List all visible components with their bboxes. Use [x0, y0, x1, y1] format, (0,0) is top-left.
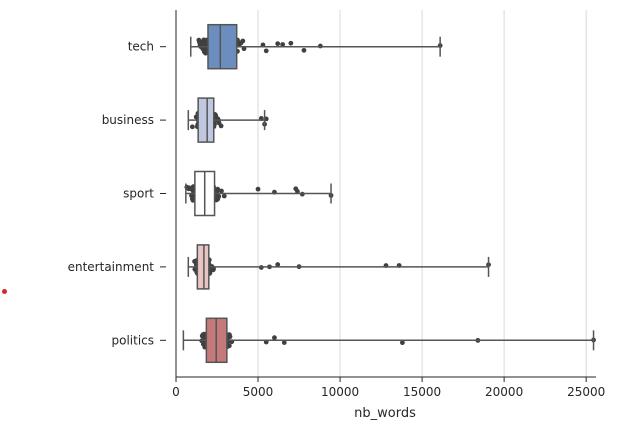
strip-point-sport — [219, 188, 224, 194]
strip-point-sport — [221, 193, 227, 199]
outlier-point-tech — [280, 42, 286, 47]
y-tick-label-business: business — [102, 113, 154, 127]
strip-point-politics — [201, 331, 207, 337]
x-axis-ticks: 0 5000 10000 15000 20000 25000 — [172, 377, 605, 399]
strip-point-business — [189, 124, 195, 130]
outlier-point-politics — [272, 335, 277, 341]
outlier-point-tech — [301, 47, 307, 53]
outlier-point-tech — [263, 48, 269, 54]
strip-point-tech — [197, 39, 202, 45]
x-tick-label-15000: 15000 — [403, 385, 441, 399]
y-tick-label-entertainment: entertainment — [68, 260, 155, 274]
y-tick-label-sport: sport — [123, 187, 154, 201]
strip-point-entertainment — [210, 267, 216, 273]
x-tick-label-20000: 20000 — [485, 385, 523, 399]
outlier-point-tech — [275, 41, 281, 47]
x-tick-label-0: 0 — [172, 385, 180, 399]
box-tech — [207, 23, 238, 70]
outlier-point-tech — [288, 40, 294, 46]
outlier-point-politics — [400, 340, 405, 346]
outlier-point-entertainment — [275, 262, 281, 267]
outlier-point-politics — [281, 340, 287, 345]
outlier-point-sport — [295, 188, 300, 194]
y-tick-label-politics: politics — [111, 333, 154, 347]
box-entertainment — [196, 244, 210, 290]
box-business — [197, 97, 215, 143]
x-tick-label-10000: 10000 — [321, 385, 359, 399]
strip-point-politics — [227, 334, 233, 340]
x-axis-title: nb_words — [354, 406, 416, 421]
strip-point-tech — [240, 38, 246, 44]
y-axis-ticks: tech business sport entertainment politics — [68, 40, 166, 347]
strip-point-sport — [190, 187, 196, 193]
y-tick-label-tech: tech — [128, 40, 154, 54]
strip-point-tech — [201, 37, 207, 43]
box-elements — [182, 23, 595, 364]
axes — [175, 10, 596, 378]
x-tick-label-5000: 5000 — [243, 385, 274, 399]
outlier-point-sport — [255, 186, 261, 192]
red-dot-marker — [2, 289, 7, 294]
strip-point-sport — [215, 187, 221, 192]
strip-point-politics — [201, 335, 207, 341]
strip-point-tech — [241, 46, 247, 52]
x-tick-label-25000: 25000 — [567, 385, 605, 399]
